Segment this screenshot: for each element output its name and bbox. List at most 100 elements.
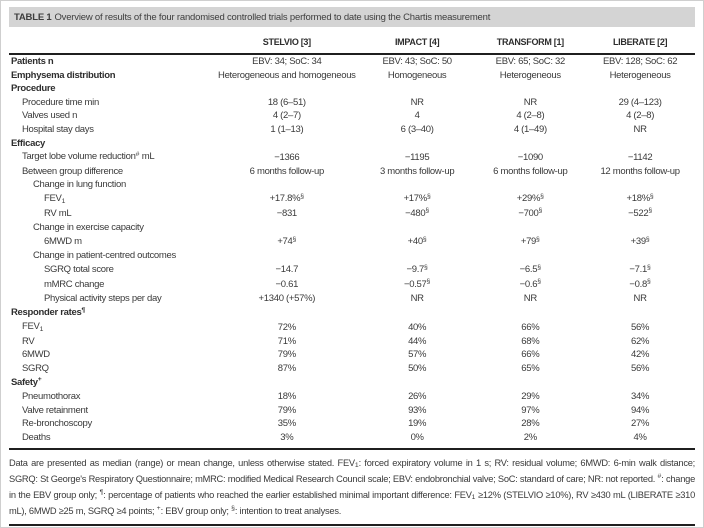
row-label: 6MWD <box>22 349 50 361</box>
cell-value: EBV: 128; SoC: 62 <box>602 56 678 67</box>
row-label: Target lobe volume reduction# mL <box>22 150 155 163</box>
cell-value: 4 (1–49) <box>513 123 547 135</box>
row-label: RV <box>22 335 35 347</box>
cell-value: 29% <box>521 391 540 403</box>
cell-value: 56% <box>631 363 650 375</box>
cell-value <box>475 306 585 321</box>
cell-value: EBV: 43; SoC: 50 <box>382 56 452 67</box>
table-row: Target lobe volume reduction# mL −1366 −11… <box>9 150 695 165</box>
table-row: RV 71% 44% 68% 62% <box>9 335 695 349</box>
row-label: Efficacy <box>11 137 46 149</box>
cell-value <box>475 221 585 235</box>
cell-value <box>475 137 585 151</box>
cell-value <box>585 82 695 96</box>
table-row: RV mL −831 −480§ −700§ −522§ <box>9 207 695 222</box>
cell-value: 42% <box>631 349 650 361</box>
cell-value <box>215 178 359 192</box>
row-label: SGRQ <box>22 363 49 375</box>
cell-value: 71% <box>277 335 296 347</box>
cell-value: −0.57§ <box>403 278 431 290</box>
table-row: Pneumothorax 18% 26% 29% 34% <box>9 390 695 404</box>
row-label: FEV1 <box>44 192 66 205</box>
cell-value: −0.61 <box>275 279 299 290</box>
corner-cell <box>9 34 215 55</box>
row-label: Between group difference <box>22 165 123 177</box>
cell-value: −9.7§ <box>406 263 428 275</box>
table-row: Hospital stay days 1 (1–13) 6 (3–40) 4 (1–4… <box>9 123 695 137</box>
cell-value <box>215 221 359 235</box>
table-row: 6MWD m +74§ +40§ +79§ +39§ <box>9 235 695 250</box>
cell-value: NR <box>523 293 537 305</box>
cell-value <box>359 82 476 96</box>
cell-value: 34% <box>631 391 650 403</box>
cell-value: +18%§ <box>626 192 654 204</box>
cell-value: 19% <box>408 418 427 430</box>
row-label: Change in patient-centred outcomes <box>33 250 176 262</box>
table-number: TABLE 1 <box>14 12 52 23</box>
cell-value: 62% <box>631 335 650 347</box>
cell-value: −0.6§ <box>519 278 541 290</box>
table-row: Patients n EBV: 34; SoC: 34 EBV: 43; SoC: … <box>9 54 695 69</box>
cell-value: 79% <box>277 349 296 361</box>
cell-value: NR <box>523 96 537 108</box>
cell-value: NR <box>633 293 647 305</box>
cell-value: Heterogeneous <box>499 69 561 81</box>
cell-value: 1 (1–13) <box>270 123 304 135</box>
row-label: Patients n <box>11 56 54 67</box>
row-label: Procedure time min <box>22 96 99 108</box>
cell-value: +79§ <box>520 235 540 247</box>
cell-value: +40§ <box>407 235 427 247</box>
cell-value: 18% <box>277 391 296 403</box>
row-label: Change in lung function <box>33 179 126 191</box>
cell-value <box>475 376 585 391</box>
cell-value: 57% <box>408 349 427 361</box>
cell-value: EBV: 34; SoC: 34 <box>252 56 322 67</box>
cell-value <box>585 249 695 263</box>
cell-value <box>215 376 359 391</box>
cell-value <box>215 249 359 263</box>
cell-value <box>359 221 476 235</box>
cell-value: −0.8§ <box>629 278 651 290</box>
cell-value: 87% <box>277 363 296 375</box>
table-row: Between group difference 6 months follow-… <box>9 165 695 179</box>
cell-value: NR <box>410 293 424 305</box>
cell-value: 0% <box>410 432 424 444</box>
cell-value <box>215 82 359 96</box>
table-row: Procedure time min 18 (6–51) NR NR 29 (4–123… <box>9 96 695 110</box>
row-label: SGRQ total score <box>44 264 114 276</box>
table-row: Efficacy <box>9 137 695 151</box>
cell-value <box>215 306 359 321</box>
table-row: Physical activity steps per day +1340 (+5… <box>9 292 695 306</box>
row-label: Safety+ <box>11 376 42 388</box>
column-header-liberate: LIBERATE [2] <box>585 34 695 55</box>
row-label: Pneumothorax <box>22 391 81 403</box>
row-label: mMRC change <box>44 279 105 290</box>
cell-value: 4% <box>633 432 647 444</box>
table-footnote: Data are presented as median (range) or … <box>9 447 695 520</box>
table-row: FEV1 72% 40% 66% 56% <box>9 320 695 335</box>
table-row: Valves used n 4 (2–7) 4 4 (2–8) 4 (2–8) <box>9 109 695 123</box>
table-header: STELVIO [3] IMPACT [4] TRANSFORM [1] LIB… <box>9 34 695 55</box>
cell-value: 18 (6–51) <box>267 96 306 108</box>
results-table: STELVIO [3] IMPACT [4] TRANSFORM [1] LIB… <box>9 34 695 445</box>
table-title: Overview of results of the four randomis… <box>54 12 491 23</box>
cell-value <box>585 306 695 321</box>
cell-value: 72% <box>277 321 296 333</box>
cell-value: 79% <box>277 404 296 416</box>
cell-value <box>359 137 476 151</box>
cell-value: EBV: 65; SoC: 32 <box>495 56 566 67</box>
cell-value: −1195 <box>404 151 430 163</box>
cell-value: 3% <box>280 432 294 444</box>
row-label: Change in exercise capacity <box>33 222 144 234</box>
cell-value: 50% <box>408 363 427 375</box>
table-row: 6MWD 79% 57% 66% 42% <box>9 348 695 362</box>
cell-value <box>359 306 476 321</box>
row-label: Deaths <box>22 432 51 444</box>
cell-value <box>359 178 476 192</box>
cell-value: 6 (3–40) <box>400 123 434 135</box>
cell-value: 40% <box>408 321 427 333</box>
cell-value: 66% <box>521 349 540 361</box>
cell-value: −14.7 <box>275 264 299 276</box>
row-label: Physical activity steps per day <box>44 293 162 305</box>
